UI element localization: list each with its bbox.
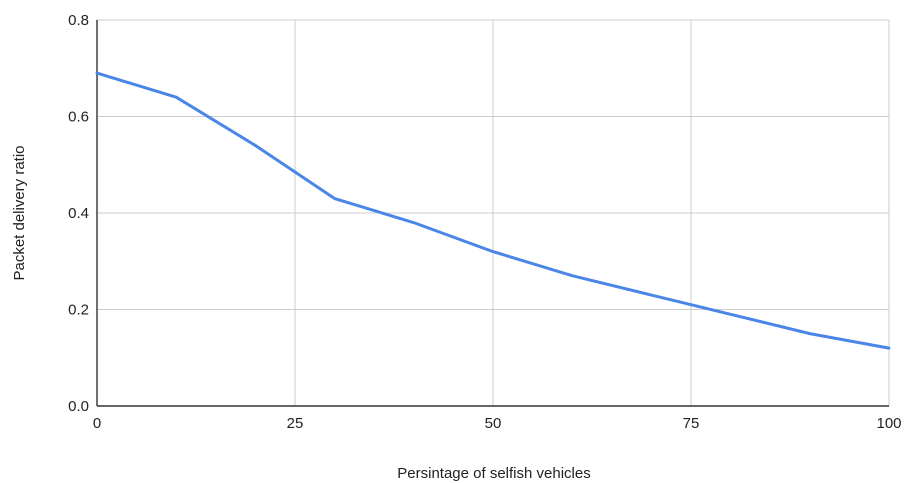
- y-tick-label: 0.4: [68, 205, 89, 222]
- axes: [96, 20, 889, 407]
- gridlines: [97, 19, 890, 406]
- tick-labels: 0.0 0.2 0.4 0.6 0.8 0 25 50 75 100: [68, 12, 901, 432]
- x-tick-label: 100: [876, 415, 901, 432]
- x-tick-label: 0: [93, 415, 101, 432]
- x-tick-label: 50: [485, 415, 502, 432]
- series-lines: [95, 71, 891, 350]
- y-tick-label: 0.0: [68, 398, 89, 415]
- x-tick-label: 25: [287, 415, 304, 432]
- series-line: [95, 71, 891, 350]
- y-tick-label: 0.6: [68, 109, 89, 126]
- x-tick-label: 75: [683, 415, 700, 432]
- y-tick-label: 0.8: [68, 12, 89, 29]
- x-axis-title: Persintage of selfish vehicles: [397, 465, 590, 482]
- y-axis-title: Packet delivery ratio: [11, 145, 28, 280]
- y-tick-label: 0.2: [68, 302, 89, 319]
